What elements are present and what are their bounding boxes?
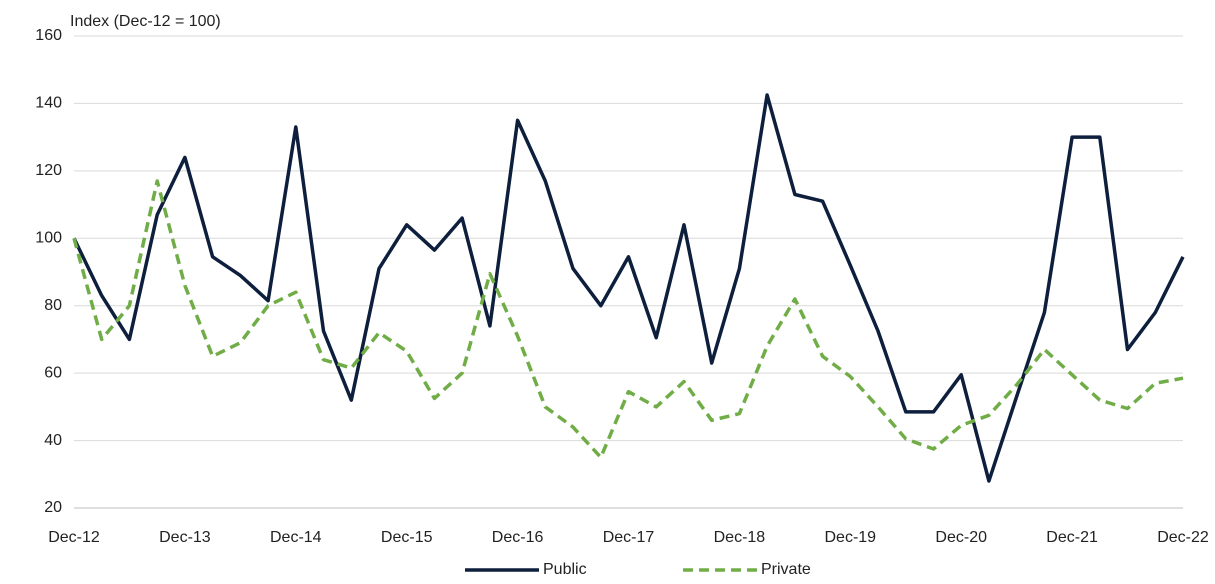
x-tick-label: Dec-22 [1157, 529, 1209, 546]
y-tick-label: 140 [35, 95, 62, 112]
y-tick-label: 100 [35, 230, 62, 247]
y-tick-label: 160 [35, 27, 62, 44]
x-tick-label: Dec-12 [48, 529, 100, 546]
x-tick-label: Dec-16 [492, 529, 544, 546]
legend-label: Private [761, 561, 811, 578]
x-tick-label: Dec-19 [825, 529, 877, 546]
series-line [72, 93, 1185, 483]
x-tick-label: Dec-20 [935, 529, 987, 546]
y-tick-label: 60 [44, 364, 62, 381]
x-tick-label: Dec-21 [1046, 529, 1098, 546]
x-tick-label: Dec-15 [381, 529, 433, 546]
y-axis-label: Index (Dec-12 = 100) [70, 13, 221, 30]
x-tick-label: Dec-13 [159, 529, 211, 546]
y-tick-label: 80 [44, 297, 62, 314]
y-tick-label: 20 [44, 499, 62, 516]
y-tick-label: 120 [35, 162, 62, 179]
x-tick-label: Dec-14 [270, 529, 322, 546]
x-tick-label: Dec-17 [603, 529, 655, 546]
series-line [72, 179, 1184, 460]
y-tick-label: 40 [44, 432, 62, 449]
legend-label: Public [543, 561, 587, 578]
x-tick-label: Dec-18 [714, 529, 766, 546]
